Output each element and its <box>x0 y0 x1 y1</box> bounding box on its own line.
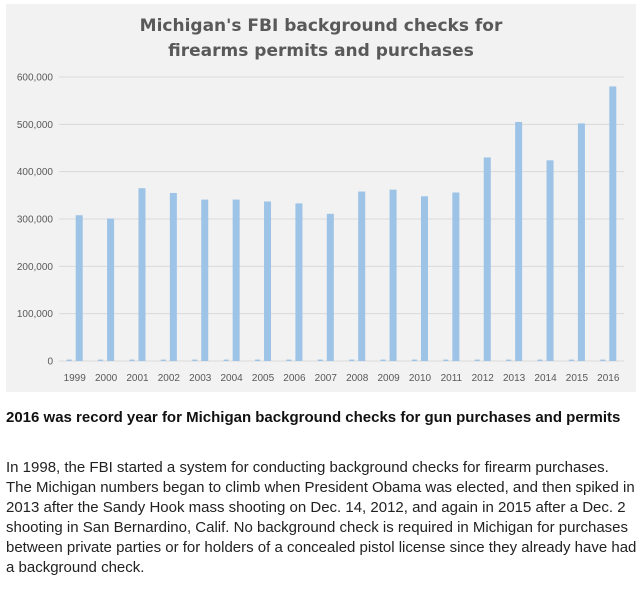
bar-series-1 <box>443 359 449 361</box>
x-tick-label: 2002 <box>158 373 181 384</box>
bar-series-1 <box>160 359 166 361</box>
article-body: In 1998, the FBI started a system for co… <box>6 459 637 576</box>
article-headline: 2016 was record year for Michigan backgr… <box>6 409 621 426</box>
y-tick-label: 500,000 <box>17 120 54 131</box>
bar-series-1 <box>568 359 574 361</box>
bar-series-1 <box>255 359 261 361</box>
bar-series-2 <box>452 192 460 361</box>
bar-series-1 <box>317 359 323 361</box>
bar-series-2 <box>326 213 334 361</box>
bar-series-1 <box>129 359 135 361</box>
bar-series-2 <box>515 121 523 361</box>
chart-panel: Michigan's FBI background checks for fir… <box>6 4 636 392</box>
x-tick-label: 2009 <box>377 373 400 384</box>
bar-series-2 <box>232 199 240 361</box>
x-tick-label: 2016 <box>597 373 620 384</box>
y-tick-label: 0 <box>47 357 53 368</box>
bar-series-1 <box>349 359 355 361</box>
bar-series-1 <box>98 359 104 361</box>
bar-series-2 <box>75 215 83 361</box>
x-tick-label: 2008 <box>346 373 369 384</box>
x-tick-label: 1999 <box>64 373 87 384</box>
bar-series-1 <box>286 359 292 361</box>
x-tick-label: 2015 <box>566 373 589 384</box>
bar-series-1 <box>474 359 480 361</box>
x-tick-label: 2013 <box>503 373 526 384</box>
x-tick-label: 2012 <box>472 373 495 384</box>
chart-title: Michigan's FBI background checks for fir… <box>139 16 503 61</box>
bar-series-2 <box>389 189 397 361</box>
bar-series-1 <box>223 359 229 361</box>
x-tick-label: 2014 <box>534 373 557 384</box>
bar-series-2 <box>138 188 146 361</box>
bar-series-2 <box>169 192 177 361</box>
bar-series-2 <box>609 86 617 361</box>
x-tick-label: 2000 <box>95 373 118 384</box>
bar-series-1 <box>66 359 72 361</box>
bar-series-2 <box>358 191 366 361</box>
x-tick-label: 2003 <box>189 373 212 384</box>
y-tick-label: 300,000 <box>17 215 54 226</box>
y-tick-label: 400,000 <box>17 167 54 178</box>
x-tick-label: 2001 <box>126 373 149 384</box>
x-tick-label: 2007 <box>315 373 338 384</box>
bar-series-2 <box>201 199 209 361</box>
y-tick-label: 600,000 <box>17 73 54 84</box>
bar-series-2 <box>483 157 491 361</box>
bar-series-1 <box>537 359 543 361</box>
x-tick-label: 2005 <box>252 373 275 384</box>
x-tick-label: 2011 <box>441 373 463 384</box>
bar-series-1 <box>411 359 417 361</box>
bar-series-2 <box>264 201 272 361</box>
x-tick-label: 2010 <box>409 373 432 384</box>
x-tick-label: 2006 <box>283 373 306 384</box>
bar-series-1 <box>600 359 606 361</box>
bar-series-2 <box>295 203 303 361</box>
bar-series-1 <box>192 359 198 361</box>
bar-series-2 <box>577 123 585 362</box>
x-tick-label: 2004 <box>221 373 244 384</box>
bar-series-1 <box>506 359 512 361</box>
bar-series-2 <box>420 196 428 361</box>
y-tick-label: 100,000 <box>17 309 54 320</box>
bar-series-2 <box>546 160 554 361</box>
bar-chart: 0 100,000 200,000 300,000 400,000 500,000 600,… <box>17 73 624 384</box>
bar-series-1 <box>380 359 386 361</box>
y-tick-label: 200,000 <box>17 262 54 273</box>
bar-series-2 <box>107 218 115 361</box>
